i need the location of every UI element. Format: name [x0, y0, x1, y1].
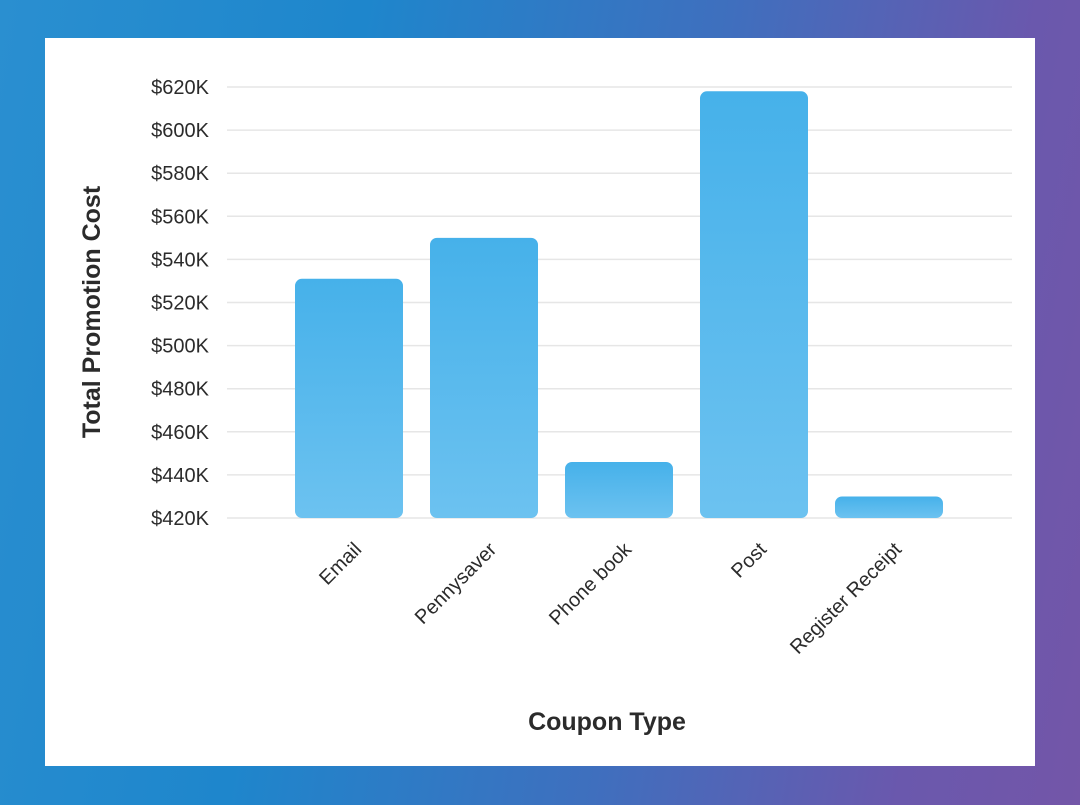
bar-phone-book — [565, 461, 673, 518]
bar-pennysaver — [430, 237, 538, 518]
y-tick-label: $480K — [151, 379, 209, 401]
bar-email — [295, 278, 403, 518]
y-axis-ticks: $420K $440K $460K $480K $500K $520K $540K $560K… — [151, 77, 209, 530]
bar-chart: $420K $440K $460K $480K $500K $520K $540K $560K… — [78, 77, 1012, 736]
x-tick-label: Post — [727, 538, 771, 582]
y-tick-label: $580K — [151, 163, 209, 185]
x-tick-label: Phone book — [545, 538, 637, 630]
x-tick-label: Email — [315, 539, 366, 590]
bars — [295, 91, 943, 518]
x-axis-ticks: Email Pennysaver Phone book Post Register Re… — [315, 538, 906, 659]
y-axis-title: Total Promotion Cost — [78, 185, 106, 438]
x-tick-label: Pennysaver — [411, 538, 501, 628]
y-tick-label: $420K — [151, 508, 209, 530]
y-tick-label: $460K — [151, 422, 209, 444]
y-tick-label: $520K — [151, 293, 209, 315]
y-tick-label: $620K — [151, 77, 209, 99]
x-axis-title: Coupon Type — [528, 708, 686, 736]
y-tick-label: $560K — [151, 206, 209, 228]
y-tick-label: $600K — [151, 120, 209, 142]
y-tick-label: $540K — [151, 249, 209, 271]
y-tick-label: $440K — [151, 465, 209, 487]
bar-register-receipt — [835, 496, 943, 518]
y-tick-label: $500K — [151, 336, 209, 358]
chart-card: $420K $440K $460K $480K $500K $520K $540K $560K… — [45, 38, 1035, 766]
x-tick-label: Register Receipt — [786, 538, 906, 658]
bar-post — [700, 91, 808, 518]
